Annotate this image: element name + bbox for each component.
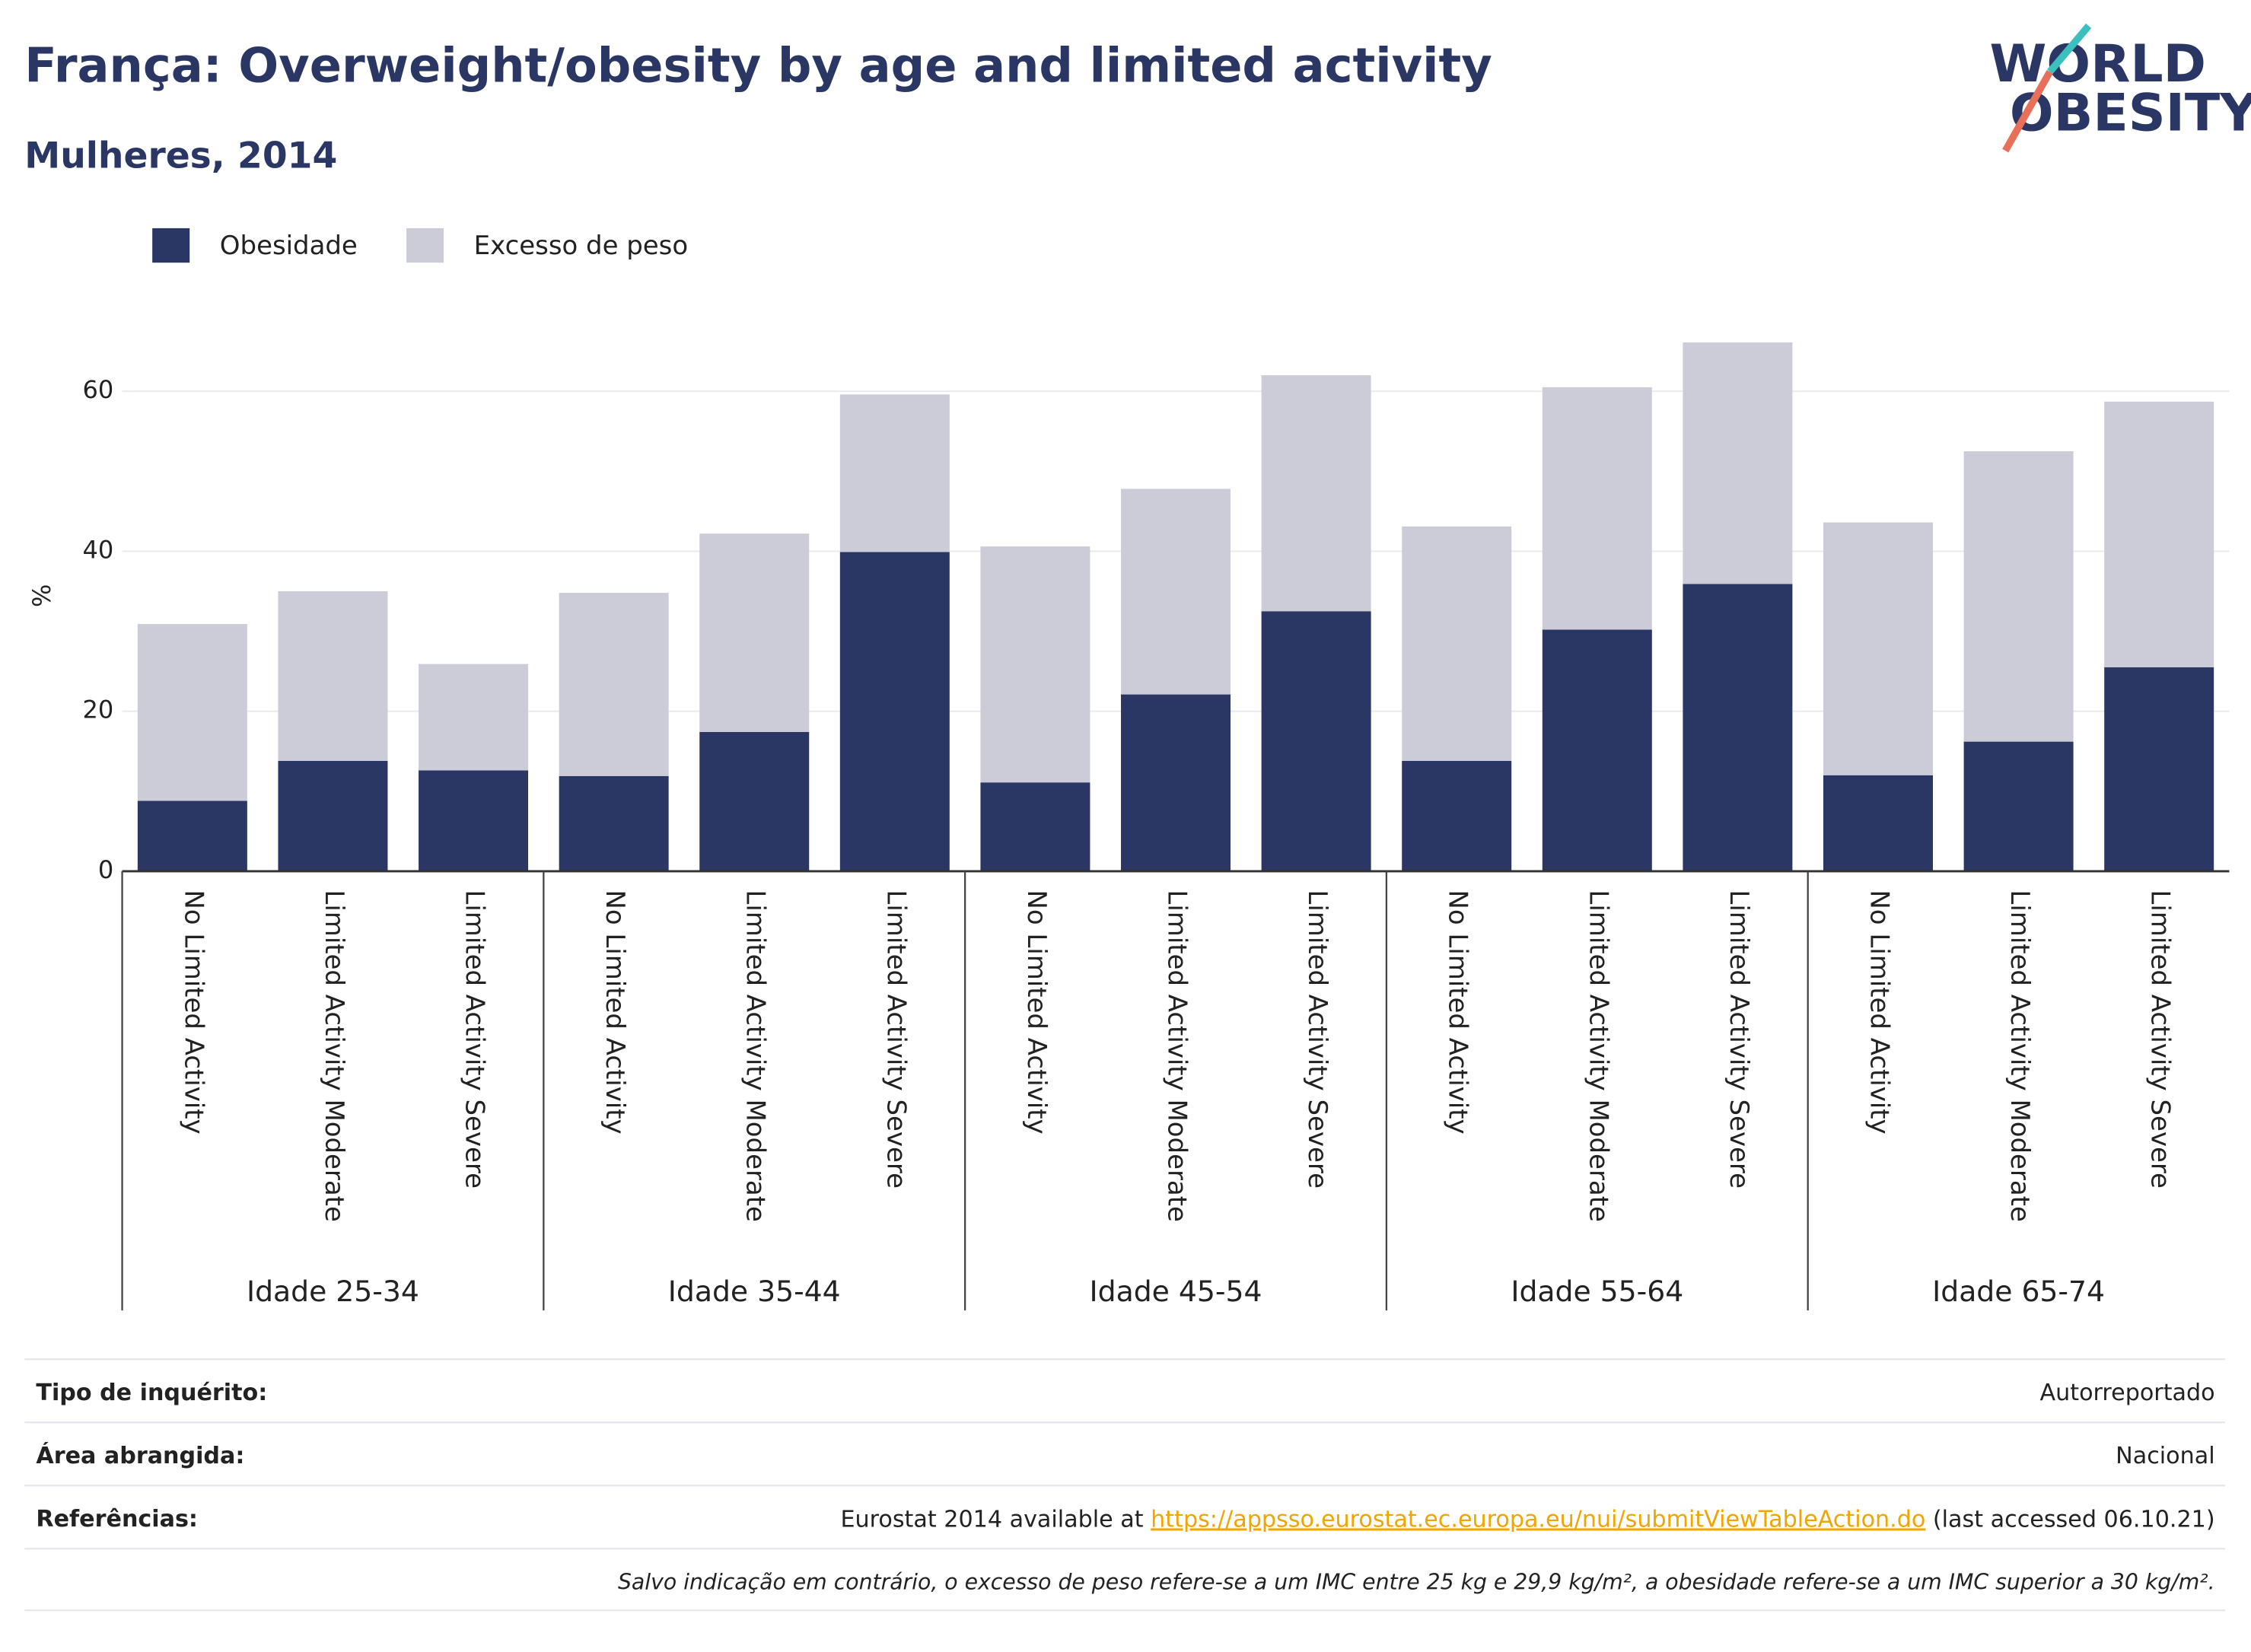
x-tick-label: Limited Activity Severe <box>1302 890 1332 1189</box>
bar-segment <box>419 770 529 871</box>
footer-label: Tipo de inquérito: <box>36 1380 267 1406</box>
x-tick-label: Limited Activity Severe <box>2145 890 2176 1189</box>
x-tick-label: Limited Activity Moderate <box>319 890 349 1221</box>
bar-segment <box>1683 342 1793 584</box>
bar-segment <box>1963 741 2074 871</box>
bar-segment <box>1542 387 1652 630</box>
bar-segment <box>1542 629 1652 871</box>
footer-note: Salvo indicação em contrário, o excesso … <box>618 1569 2215 1594</box>
x-tick-label: No Limited Activity <box>1864 890 1894 1134</box>
x-tick-label: No Limited Activity <box>178 890 209 1134</box>
group-label: Idade 35-44 <box>668 1275 841 1308</box>
x-tick-label: No Limited Activity <box>1443 890 1473 1134</box>
bar-segment <box>559 593 669 776</box>
logo-text: WORLD <box>1989 34 2206 94</box>
bar-segment <box>839 552 950 871</box>
bar-segment <box>137 624 247 801</box>
group-label: Idade 55-64 <box>1511 1275 1683 1308</box>
bar-segment <box>1402 760 1512 871</box>
bar-segment <box>1261 611 1371 871</box>
bar-segment <box>1683 584 1793 871</box>
footer-label: Área abrangida: <box>36 1442 244 1469</box>
footer-label: Referências: <box>36 1506 198 1533</box>
bar-segment <box>1402 526 1512 761</box>
x-tick-label: Limited Activity Moderate <box>2004 890 2035 1221</box>
bar-segment <box>839 394 950 552</box>
logo-stroke <box>2047 23 2092 75</box>
y-tick-label: 60 <box>82 375 113 404</box>
bar-segment <box>699 533 810 732</box>
legend-swatch <box>406 228 444 263</box>
y-tick-label: 0 <box>98 855 113 884</box>
bar-segment <box>1121 694 1231 871</box>
group-label: Idade 65-74 <box>1932 1275 2105 1308</box>
footer-reference: Eurostat 2014 available at https://appss… <box>840 1506 2214 1533</box>
x-tick-label: No Limited Activity <box>1021 890 1052 1134</box>
legend-label: Obesidade <box>220 231 358 261</box>
bar-segment <box>1963 450 2074 742</box>
reference-text: (last accessed 06.10.21) <box>1925 1506 2214 1533</box>
legend-label: Excesso de peso <box>474 231 688 261</box>
y-tick-label: 40 <box>82 535 113 564</box>
logo: WORLD OBESITY <box>1989 23 2251 153</box>
x-tick-label: Limited Activity Moderate <box>740 890 771 1221</box>
bar-segment <box>137 801 247 871</box>
chart-title: França: Overweight/obesity by age and li… <box>24 38 1492 94</box>
group-label: Idade 45-54 <box>1090 1275 1262 1308</box>
bar-segment <box>1823 775 1933 871</box>
bar-segment <box>980 546 1090 783</box>
footer-value: Autorreportado <box>2040 1380 2215 1406</box>
chart-subtitle: Mulheres, 2014 <box>24 135 337 177</box>
y-axis-label: % <box>27 584 56 607</box>
bar-segment <box>278 590 388 761</box>
footer-value: Nacional <box>2116 1443 2214 1469</box>
x-tick-label: Limited Activity Moderate <box>1162 890 1192 1221</box>
logo-text: OBESITY <box>2010 83 2251 143</box>
group-label: Idade 25-34 <box>247 1275 419 1308</box>
x-tick-label: Limited Activity Moderate <box>1583 890 1613 1221</box>
x-tick-label: Limited Activity Severe <box>880 890 911 1189</box>
logo-stroke <box>2002 69 2053 153</box>
y-tick-label: 20 <box>82 695 113 724</box>
bar-segment <box>559 775 669 871</box>
bar-segment <box>2104 401 2214 667</box>
bar-segment <box>980 782 1090 871</box>
bar-segment <box>2104 667 2214 871</box>
bar-segment <box>278 760 388 871</box>
legend-swatch <box>152 228 190 263</box>
bar-segment <box>1261 375 1371 612</box>
bar-segment <box>419 664 529 771</box>
bar-segment <box>1121 489 1231 695</box>
reference-link[interactable]: https://appsso.eurostat.ec.europa.eu/nui… <box>1151 1506 1925 1533</box>
x-tick-label: Limited Activity Severe <box>460 890 490 1189</box>
bar-segment <box>1823 522 1933 775</box>
bar-segment <box>699 731 810 871</box>
x-tick-label: No Limited Activity <box>600 890 630 1134</box>
x-tick-label: Limited Activity Severe <box>1724 890 1754 1189</box>
reference-text: Eurostat 2014 available at <box>840 1506 1151 1533</box>
